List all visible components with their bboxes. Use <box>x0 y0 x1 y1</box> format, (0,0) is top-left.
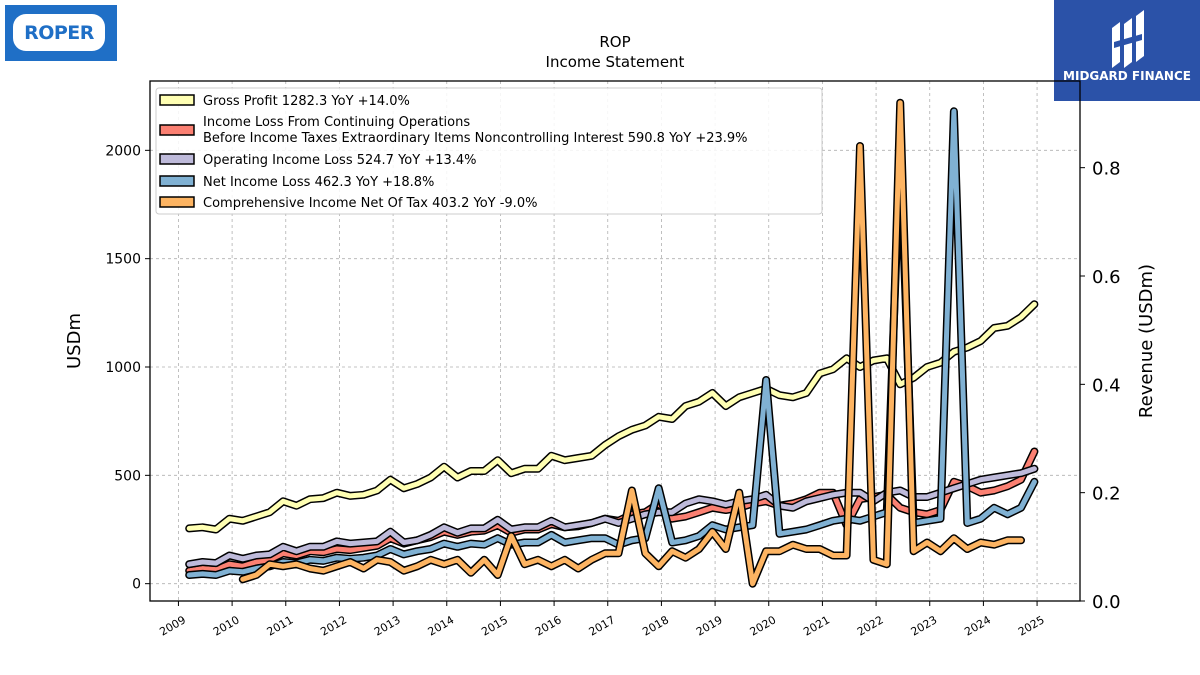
y-tick-label: 500 <box>114 468 141 484</box>
midgard-logo-text: MIDGARD FINANCE <box>1063 69 1191 83</box>
series-line-2 <box>186 466 1037 567</box>
y2-tick-label: 0.6 <box>1092 267 1121 288</box>
chart-title: ROP <box>599 33 630 51</box>
chart-subtitle: Income Statement <box>546 53 685 71</box>
legend-box <box>155 87 823 215</box>
x-tick-label: 2014 <box>426 613 457 638</box>
y-tick-label: 0 <box>132 577 141 593</box>
x-tick-label: 2019 <box>694 613 725 638</box>
x-tick-label: 2012 <box>318 613 349 638</box>
legend-label-0: Gross Profit 1282.3 YoY +14.0% <box>203 94 410 109</box>
x-tick-label: 2009 <box>157 613 188 638</box>
legend-label-1-line2: Before Income Taxes Extraordinary Items … <box>203 131 748 146</box>
y2-axis-label: Revenue (USDm) <box>1136 264 1157 418</box>
series-line-4 <box>240 100 1024 587</box>
legend: Gross Profit 1282.3 YoY +14.0% Income Los… <box>155 87 823 215</box>
x-tick-label: 2018 <box>640 613 671 638</box>
legend-swatch-4 <box>159 196 195 208</box>
legend-swatch-2 <box>159 153 195 165</box>
plot-frame <box>149 80 1081 602</box>
y2-tick-label: 0.4 <box>1092 375 1121 396</box>
x-tick-label: 2020 <box>748 613 779 638</box>
legend-label-3: Net Income Loss 462.3 YoY +18.8% <box>203 175 434 190</box>
x-tick-label: 2015 <box>479 613 510 638</box>
legend-label-4: Comprehensive Income Net Of Tax 403.2 Yo… <box>203 196 537 211</box>
x-tick-label: 2010 <box>211 613 242 638</box>
x-tick-label: 2025 <box>1016 613 1047 638</box>
midgard-logo-mark-icon <box>1112 10 1144 68</box>
roper-logo-text: ROPER <box>24 22 94 44</box>
y-tick-label: 2000 <box>105 143 141 159</box>
midgard-finance-logo: MIDGARD FINANCE <box>1054 0 1200 101</box>
x-tick-label: 2011 <box>265 613 296 638</box>
x-tick-label: 2024 <box>962 613 993 638</box>
y-axis-label: USDm <box>64 313 85 369</box>
y2-tick-label: 0.8 <box>1092 159 1121 180</box>
y-tick-label: 1000 <box>105 360 141 376</box>
roper-logo: ROPER <box>5 5 117 61</box>
y2-tick-label: 0.2 <box>1092 484 1121 505</box>
y-tick-label: 1500 <box>105 252 141 268</box>
legend-swatch-3 <box>159 175 195 187</box>
series-layer <box>185 98 1039 588</box>
legend-swatch-1 <box>159 124 195 136</box>
y2-tick-label: 0.0 <box>1092 592 1121 613</box>
x-tick-label: 2013 <box>372 613 403 638</box>
x-tick-label: 2016 <box>533 613 564 638</box>
x-tick-label: 2017 <box>587 613 618 638</box>
legend-label-2: Operating Income Loss 524.7 YoY +13.4% <box>203 153 477 168</box>
legend-label-1-line1: Income Loss From Continuing Operations <box>203 115 470 130</box>
x-tick-label: 2023 <box>909 613 940 638</box>
roper-logo-badge: ROPER <box>13 14 105 51</box>
legend-swatch-0 <box>159 94 195 106</box>
x-tick-label: 2022 <box>855 613 886 638</box>
x-tick-label: 2021 <box>801 613 832 638</box>
